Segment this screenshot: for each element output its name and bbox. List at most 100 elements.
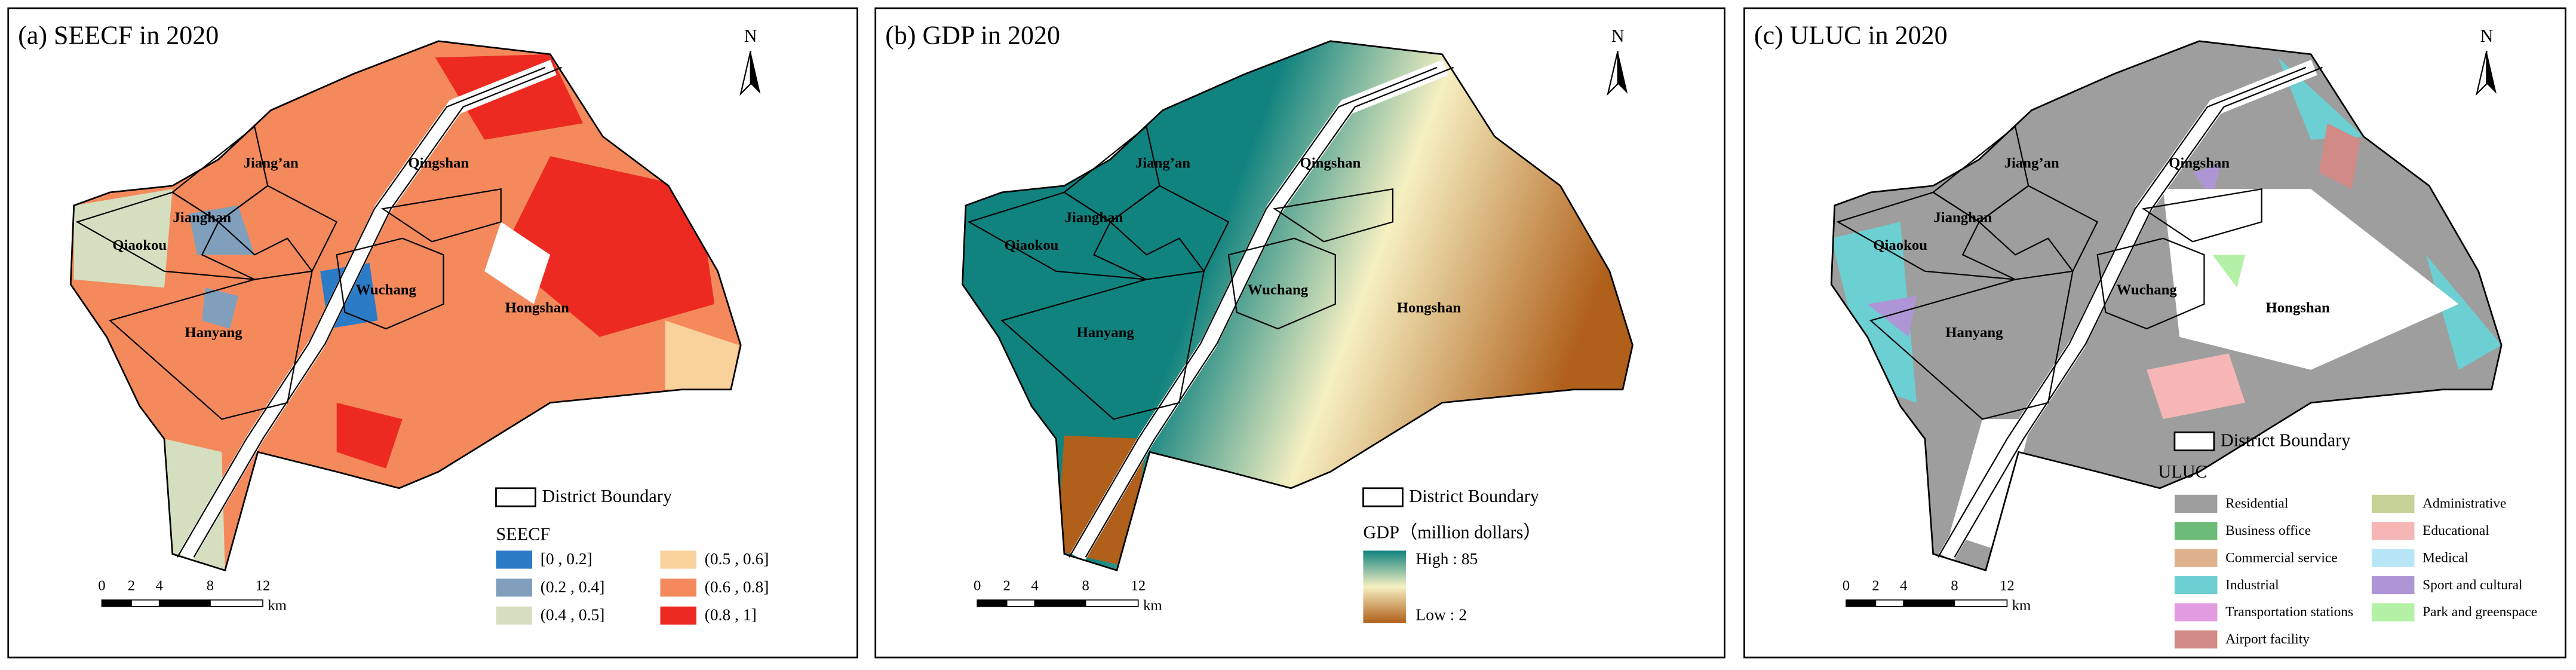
legend-high: High : 85 [1416,550,1478,568]
scale-bar [1034,599,1086,607]
legend-swatch [496,606,532,625]
district-boundary [2141,188,2262,243]
district-label: Hongshan [2266,300,2330,316]
scale-label: 12 [256,577,271,593]
land-patch [484,222,551,304]
district-label: Qingshan [2169,155,2230,172]
scale-label: 8 [1082,577,1089,593]
district-label: Hanyang [1077,325,1135,341]
legend-swatch [2371,549,2415,567]
scale-bar [977,599,1008,607]
land-patch [73,189,173,288]
scale-label: 12 [2000,577,2015,593]
panel-title: (a) SEECF in 2020 [18,20,219,50]
legend-label: Administrative [2423,496,2506,512]
scale-unit: km [2012,597,2031,613]
district-label: Jianghan [1065,209,1123,225]
map-panel: (b) GDP in 2020 N Jiang’an Jianghan Qiaokou W… [874,7,1725,659]
legend-swatch [2371,522,2415,540]
district-label: Qiaokou [1005,237,1059,253]
river-bank [1085,66,1454,558]
district-boundary [75,191,255,280]
scale-bar [1903,599,1955,607]
legend-boundary-swatch [1362,487,1404,507]
legend-swatch [660,550,696,569]
scale-label: 4 [156,577,163,593]
legend-title: ULUC [2158,461,2207,482]
district-label: Wuchang [1248,282,1309,298]
map-area [962,41,1633,571]
legend-swatch [2174,494,2218,513]
scale-label: 4 [1900,577,1907,593]
river-bank [177,66,546,558]
scale-bar [1954,599,2008,607]
legend-label: (0.6 , 0.8] [705,578,769,596]
scale-unit: km [268,597,287,613]
river-bank [1954,66,2323,558]
legend-swatch [2174,522,2218,540]
panel-title: (b) GDP in 2020 [885,20,1060,50]
legend-boundary-label: District Boundary [2221,430,2351,451]
scale-bar [1875,599,1905,607]
north-arrow [2475,51,2488,96]
map-panel: (a) SEECF in 2020 N Jiang’an Jianghan Qiaoko… [7,7,858,659]
legend-swatch [2174,603,2218,622]
legend-swatch [660,606,696,625]
legend-label: Transportation stations [2225,604,2353,620]
map: Jiang’an Jianghan Qiaokou Wuchang Hongshan Ha… [962,40,1634,572]
legend-boundary-swatch [2173,431,2215,451]
land-patch [2425,255,2502,370]
scale-label: 0 [974,577,981,593]
legend-label: Airport facility [2225,632,2310,647]
river-bank [193,66,562,558]
panel-title: (c) ULUC in 2020 [1754,20,1948,50]
district-label: Wuchang [356,282,417,298]
scale-label: 2 [1872,577,1879,593]
district-label: Qingshan [408,155,469,172]
legend-title: SEECF [496,524,550,544]
legend-label: Residential [2225,496,2289,512]
scale-bar [131,599,160,607]
land-patch [336,402,403,469]
district-boundary [109,270,313,420]
legend-label: Park and greenspace [2423,604,2537,620]
district-label: Hongshan [505,300,569,316]
north-arrow [2486,51,2497,94]
legend-swatch [2371,576,2415,595]
legend-swatch [2371,494,2415,513]
legend-gradient [1363,550,1406,623]
district-label: Jianghan [173,209,231,225]
north-label: N [2480,26,2493,46]
scale-label: 2 [1003,577,1011,593]
legend-label: (0.8 , 1] [705,606,757,624]
scale-unit: km [1143,597,1162,613]
legend-boundary-label: District Boundary [1409,486,1539,506]
legend-boundary-label: District Boundary [542,486,671,506]
scale-bar [1846,599,1877,607]
scale-label: 8 [207,577,214,593]
scale-bar [158,599,211,607]
legend-label: (0.2 , 0.4] [541,578,605,596]
district-label: Hanyang [1945,325,2003,341]
map-outline [1830,40,2503,572]
land-patch [2163,189,2459,370]
land-patch [665,320,739,390]
district-boundary [380,188,502,243]
river [1070,60,1449,562]
legend-swatch [660,579,696,597]
district-boundary [1227,237,1336,330]
legend-label: Medical [2423,550,2468,565]
map: Jiang’an Jianghan Qiaokou Wuchang Hongshan Ha… [1830,40,2503,572]
land-patch [501,156,715,337]
scale-bar [101,599,132,607]
legend-swatch [2174,549,2218,567]
scale-bar [210,599,263,607]
legend-low: Low : 2 [1416,606,1467,624]
legend-label: Business office [2225,523,2311,539]
scale-label: 12 [1131,577,1146,593]
district-boundary [2096,237,2205,330]
legend-label: Industrial [2225,577,2279,593]
land-patch [2319,123,2360,189]
north-label: N [744,26,757,46]
legend-swatch [2174,630,2218,648]
